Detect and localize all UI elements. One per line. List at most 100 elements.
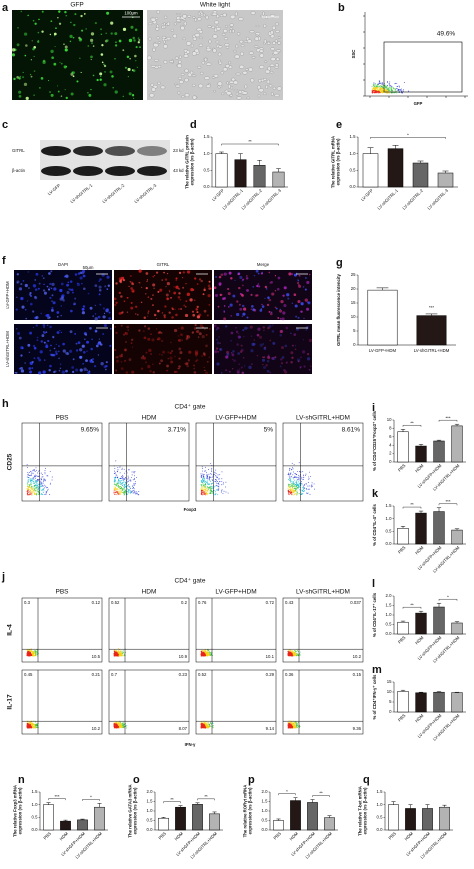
event-dot (392, 88, 394, 90)
nucleus-dot (74, 297, 77, 300)
nucleus-dot (185, 300, 188, 303)
event-dot (42, 484, 44, 486)
event-dot (204, 490, 206, 492)
nucleus-dot (186, 364, 189, 368)
event-dot (113, 472, 115, 474)
event-dot (303, 485, 305, 486)
event-dot (36, 651, 38, 653)
event-dot (35, 727, 37, 728)
event-dot (293, 464, 295, 466)
nucleus-dot (122, 333, 126, 336)
event-dot (287, 484, 289, 486)
panel-letter: j (1, 571, 5, 583)
event-dot (202, 473, 204, 475)
event-dot (43, 480, 45, 481)
event-dot (211, 469, 213, 471)
event-dot (289, 487, 290, 489)
nucleus-dot (240, 344, 243, 347)
event-dot (209, 725, 211, 727)
event-dot (33, 484, 35, 486)
event-dot (380, 89, 381, 91)
nucleus-dot (250, 293, 253, 296)
event-dot (313, 483, 315, 485)
nucleus-dot (227, 287, 230, 291)
nucleus-dot (283, 286, 287, 290)
event-dot (297, 651, 299, 653)
nucleus-dot (53, 347, 56, 350)
nucleus-dot (171, 316, 174, 319)
event-dot (287, 485, 289, 487)
nucleus-dot (129, 274, 132, 278)
nucleus-dot (90, 359, 93, 361)
event-dot (31, 491, 33, 493)
event-dot (292, 486, 294, 488)
nucleus-dot (281, 346, 284, 350)
event-dot (121, 492, 123, 494)
event-dot (396, 92, 398, 94)
nucleus-dot (226, 350, 230, 354)
event-dot (27, 494, 29, 496)
nucleus-dot (264, 346, 266, 349)
band-label: β-actin (12, 168, 26, 173)
event-dot (122, 492, 124, 494)
event-dot (115, 481, 117, 483)
nucleus-dot (267, 326, 270, 330)
event-dot (31, 471, 33, 473)
nucleus-dot (213, 324, 217, 328)
nucleus-dot (279, 309, 283, 313)
event-dot (371, 90, 373, 92)
event-dot (209, 480, 211, 482)
event-dot (290, 469, 292, 471)
nucleus-dot (105, 361, 108, 364)
event-dot (128, 477, 130, 479)
event-dot (300, 478, 302, 480)
event-dot (371, 86, 373, 88)
nucleus-dot (147, 364, 151, 369)
event-dot (26, 490, 28, 492)
cell-dot (87, 45, 90, 47)
nucleus-dot (79, 271, 83, 275)
cell-dot (80, 14, 83, 18)
cell-dot (49, 33, 52, 36)
event-dot (115, 460, 117, 462)
nucleus-dot (300, 302, 304, 306)
cell-dot (22, 76, 25, 79)
event-dot (133, 472, 135, 474)
event-dot (208, 487, 210, 488)
blot-band (73, 166, 103, 176)
event-dot (393, 92, 395, 94)
column-label: LV-GFP+HDM (215, 415, 256, 422)
event-dot (379, 88, 381, 90)
nucleus-dot (182, 286, 185, 289)
nucleus-dot (120, 295, 123, 298)
event-dot (289, 478, 291, 480)
nucleus-dot (103, 312, 106, 315)
event-dot (210, 488, 212, 489)
event-dot (118, 487, 120, 489)
event-dot (26, 654, 28, 655)
cell-shape (270, 30, 274, 35)
nucleus-dot (261, 356, 264, 359)
nucleus-dot (302, 339, 305, 341)
cell-shape (206, 47, 212, 52)
event-dot (43, 490, 45, 492)
nucleus-dot (83, 350, 86, 354)
nucleus-dot (227, 292, 231, 296)
cell-dot (122, 49, 125, 52)
event-dot (379, 89, 381, 91)
cell-shape (264, 60, 268, 63)
event-dot (28, 722, 30, 724)
cell-dot (53, 35, 56, 37)
event-dot (27, 724, 29, 726)
event-dot (200, 652, 202, 654)
event-dot (288, 472, 290, 474)
event-dot (123, 479, 125, 481)
cell-dot (70, 92, 74, 96)
event-dot (289, 484, 291, 486)
event-dot (203, 492, 205, 494)
cell-dot (32, 19, 35, 22)
event-dot (40, 494, 42, 495)
event-dot (308, 476, 310, 478)
event-dot (206, 472, 207, 474)
